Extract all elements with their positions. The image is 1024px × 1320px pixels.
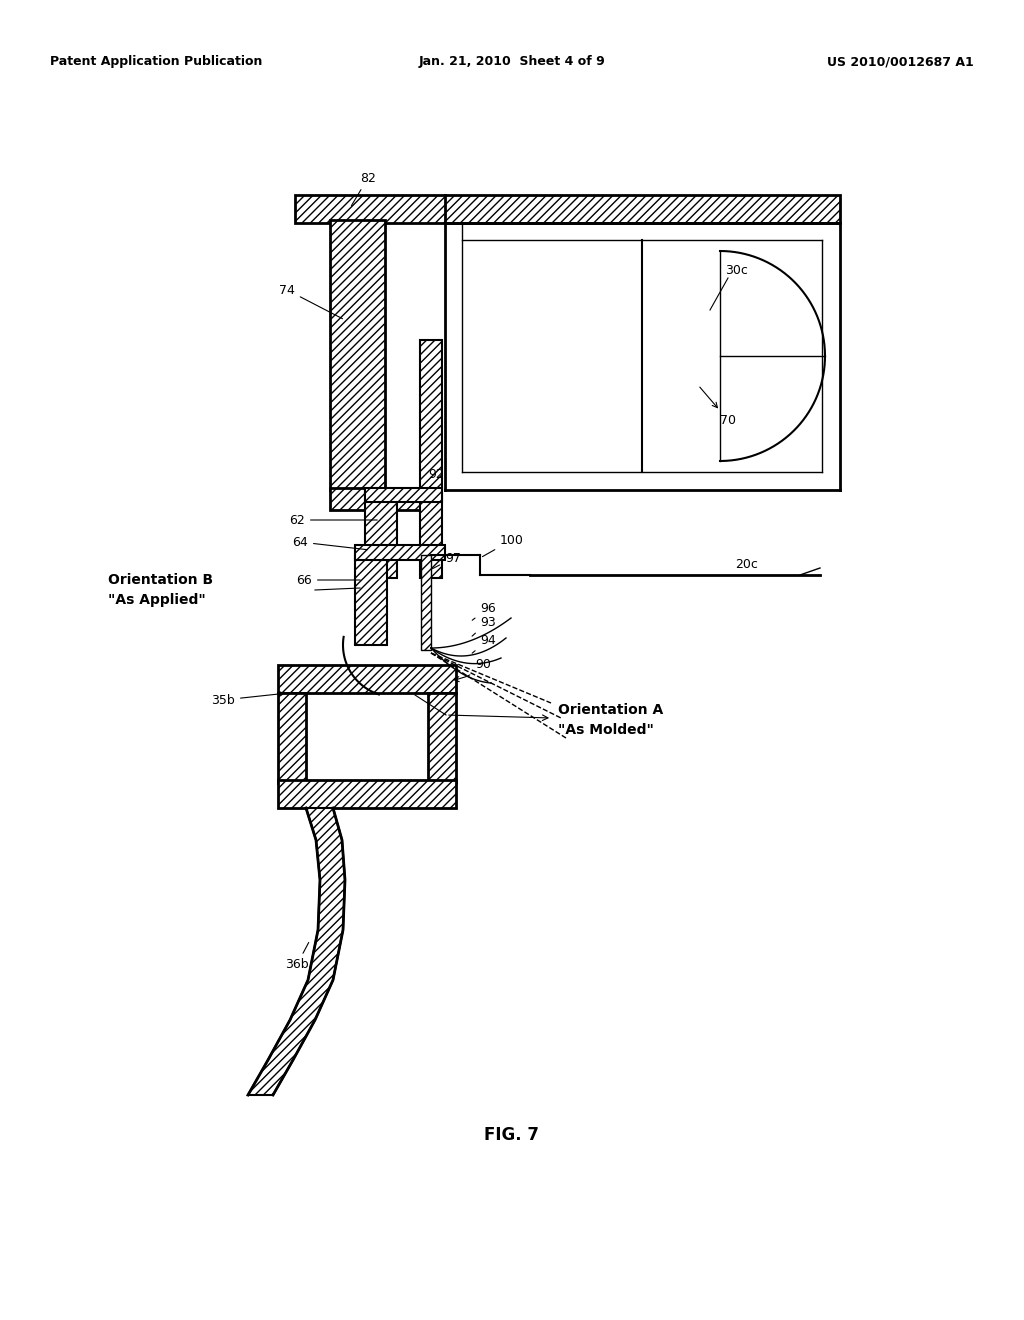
Text: 20c: 20c [735,558,758,572]
Bar [330,488,440,510]
Bar [278,780,456,808]
Text: 82: 82 [351,172,376,206]
Bar [365,490,397,578]
Bar [365,488,442,502]
Text: 92: 92 [428,469,443,487]
Text: 64: 64 [292,536,368,549]
Text: 66: 66 [296,573,360,586]
Text: 90: 90 [454,659,490,681]
Text: 100: 100 [482,533,524,557]
Bar [355,545,445,560]
Bar [428,693,456,783]
Text: Orientation A: Orientation A [558,704,664,717]
Text: Jan. 21, 2010  Sheet 4 of 9: Jan. 21, 2010 Sheet 4 of 9 [419,55,605,69]
Text: "As Applied": "As Applied" [108,593,206,607]
Bar [278,665,456,693]
Text: 96: 96 [472,602,496,620]
Bar [355,554,387,645]
Text: 35b: 35b [211,692,284,706]
Text: 70: 70 [699,387,736,426]
Polygon shape [248,808,345,1096]
Text: "As Molded": "As Molded" [558,723,654,737]
Text: 74: 74 [280,284,343,318]
Text: 62: 62 [289,513,377,527]
Text: 97: 97 [432,552,461,569]
Bar [295,195,840,223]
Text: 30c: 30c [725,264,748,276]
Text: 94: 94 [472,634,496,653]
Bar [330,220,385,490]
Bar [278,693,306,783]
Text: Orientation B: Orientation B [108,573,213,587]
Text: FIG. 7: FIG. 7 [484,1126,540,1144]
Text: US 2010/0012687 A1: US 2010/0012687 A1 [827,55,974,69]
Bar [420,341,442,578]
Bar [421,554,431,649]
Text: Patent Application Publication: Patent Application Publication [50,55,262,69]
Text: 93: 93 [472,615,496,636]
Text: 36b: 36b [285,942,308,972]
